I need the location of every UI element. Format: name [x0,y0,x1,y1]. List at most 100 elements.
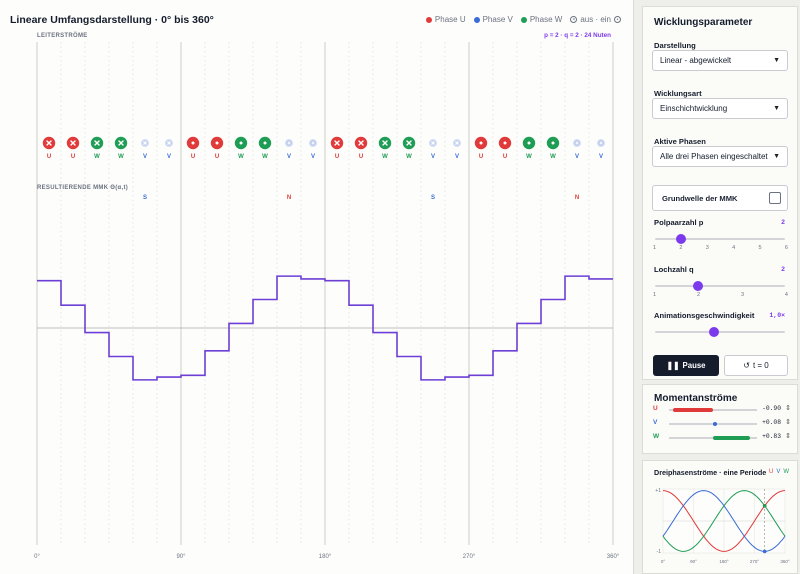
anim-value: 1,0× [769,312,785,319]
page-title: Lineare Umfangsdarstellung · 0° bis 360° [10,14,214,26]
legend-direction: × aus · ein • [570,15,621,24]
grundwelle-checkbox[interactable] [769,192,781,204]
mini-x-tick: 360° [780,559,790,564]
current-bar [669,422,757,426]
slider-tick: 3 [740,292,744,298]
conductor-slot: U [474,136,488,160]
conductor-slot: W [402,136,416,160]
x-tick-label: 180° [319,554,332,560]
reset-icon: ↺ [743,361,750,370]
conductor-slot: W [378,136,392,160]
phasen-select[interactable]: Alle drei Phasen eingeschaltet ▼ [652,146,788,167]
conductor-dot-icon [576,142,578,144]
conductor-slot: U [66,136,80,160]
conductor-cross-icon [167,141,171,145]
conductor-slot: V [597,139,605,160]
polpaar-slider[interactable] [655,234,785,244]
lochzahl-label: Lochzahl q [654,265,694,274]
current-bar-fill [673,408,713,412]
conductor-slot: V [285,139,293,160]
conductor-phase-label: U [503,154,507,160]
moment-title: Momentanströme [654,393,738,404]
chevron-down-icon: ▼ [773,153,780,160]
slider-tick: 4 [784,292,788,298]
conductor-slot: V [429,139,437,160]
slider-tick: 2 [679,245,683,251]
mini-x-tick: 0° [661,559,666,564]
current-bar-fill [713,422,717,426]
conductor-slot: U [354,136,368,160]
conductor-cross-icon [358,140,364,146]
slider-tick: 1 [653,292,657,298]
conductor-phase-label: V [455,154,459,160]
conductor-dot-icon [288,142,290,144]
conductor-phase-label: U [47,154,51,160]
conductor-cross-icon [431,141,435,145]
winding-view: Lineare Umfangsdarstellung · 0° bis 360°… [0,0,634,574]
panel-title: Wicklungsparameter [654,17,753,28]
section-currents: LEITERSTRÖME [37,33,88,39]
slider-tick: 3 [705,245,709,251]
conductor-slot: V [165,139,173,160]
mini-y-tick: +1 [655,488,661,494]
darstellung-select[interactable]: Linear - abgewickelt ▼ [652,50,788,71]
mini-x-tick: 180° [719,559,729,564]
current-bar [669,408,757,412]
conductor-slot: U [210,136,224,160]
conductor-slot: U [498,136,512,160]
conductor-phase-label: W [262,154,268,160]
conductor-dot-icon [191,141,195,145]
pole-label: S [143,195,147,201]
conductor-phase-label: W [238,154,244,160]
current-row-v: V +0.08 ⇕ [653,419,791,429]
conductor-slot: U [42,136,56,160]
conductor-slot: W [234,136,248,160]
pause-icon: ❚❚ [666,361,680,370]
conductor-phase-label: W [550,154,556,160]
conductor-slot: V [141,139,149,160]
stepper-icon[interactable]: ⇕ [785,419,791,426]
mini-y-tick: -1 [657,549,662,555]
conductor-cross-icon [406,140,412,146]
polpaar-slider-thumb[interactable] [676,234,686,244]
mmf-curve [37,275,613,381]
x-tick-label: 90° [176,554,186,560]
conductor-dot-icon [527,141,531,145]
conductor-phase-label: W [382,154,388,160]
conductor-cross-icon [70,140,76,146]
current-phase-label: V [653,419,658,426]
lochzahl-slider[interactable] [655,281,785,291]
conductor-slot: U [330,136,344,160]
current-phase-label: W [653,433,660,440]
time-marker-dot [762,549,767,554]
wicklungsart-label: Wicklungsart [654,89,702,98]
chevron-down-icon: ▼ [773,57,780,64]
conductor-phase-label: V [431,154,435,160]
conductor-phase-label: U [359,154,363,160]
pole-label: N [287,195,291,201]
grundwelle-toggle[interactable]: Grundwelle der MMK [652,185,788,211]
dreiphasen-title: Dreiphasenströme · eine Periode [654,468,767,477]
anim-slider[interactable] [655,327,785,337]
conductor-cross-icon [143,141,147,145]
stepper-icon[interactable]: ⇕ [785,433,791,440]
lochzahl-ticks: 1 2 3 4 [653,292,788,298]
stepper-icon[interactable]: ⇕ [785,405,791,412]
conductor-dot-icon [239,141,243,145]
reset-button[interactable]: ↺ t = 0 [724,355,788,376]
current-value: +0.83 [762,433,781,440]
moment-card: Momentanströme U -0.90 ⇕ V +0.08 ⇕ W +0.83 ⇕ [642,384,798,454]
conductor-dot-icon [312,142,314,144]
conductor-dot-icon [551,141,555,145]
polpaar-ticks: 1 2 3 4 5 6 [653,245,788,251]
wicklungsart-select[interactable]: Einschichtwicklung ▼ [652,98,788,119]
phase-u-dot-icon [425,16,432,23]
conductor-phase-label: V [287,154,291,160]
legend-u: Phase U [425,15,466,24]
anim-slider-thumb[interactable] [708,327,719,337]
current-bar-fill [713,436,750,440]
conductor-dot-icon [503,141,507,145]
lochzahl-slider-thumb[interactable] [693,281,704,291]
lochzahl-value: 2 [781,266,785,273]
pause-button[interactable]: ❚❚ Pause [653,355,719,376]
